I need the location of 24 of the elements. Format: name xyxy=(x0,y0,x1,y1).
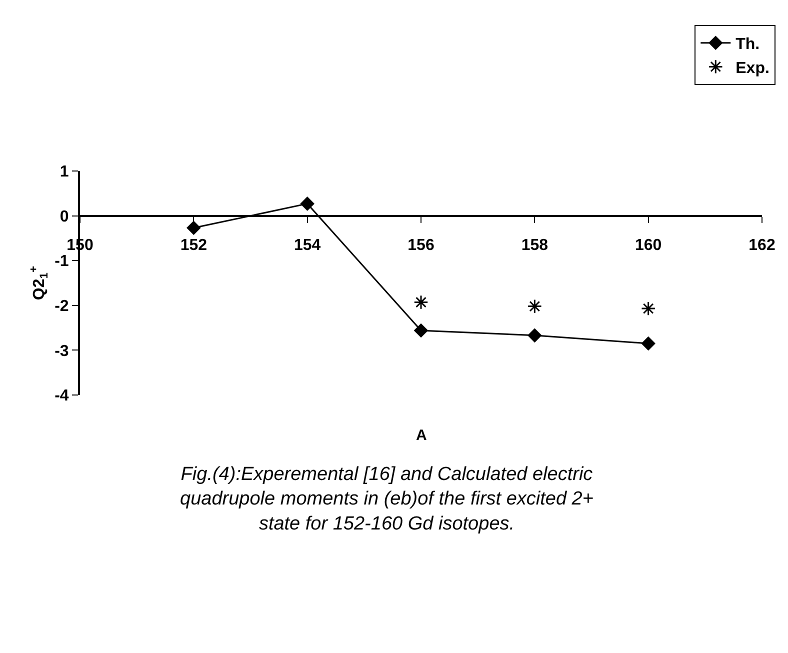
point xyxy=(186,220,201,236)
y-tick-label: 1 xyxy=(60,164,69,181)
point xyxy=(527,298,542,314)
point xyxy=(641,336,656,351)
y-tick-label: -3 xyxy=(54,342,69,360)
y-tick-label: -4 xyxy=(54,388,69,405)
y-tick-label: 0 xyxy=(60,208,69,226)
point xyxy=(300,196,314,211)
legend-label: Exp. xyxy=(736,60,770,77)
y-tick-label: -2 xyxy=(54,298,69,315)
x-axis-title: A xyxy=(416,427,427,444)
legend-label: Th. xyxy=(736,36,760,54)
x-tick-label: 160 xyxy=(634,237,662,254)
point xyxy=(414,323,428,338)
x-tick-label: 152 xyxy=(180,237,208,254)
x-tick-label: 154 xyxy=(294,237,321,254)
point xyxy=(640,301,656,316)
x-tick-label: 156 xyxy=(408,237,434,254)
y-tick-label: -1 xyxy=(54,253,69,270)
x-tick-label: 162 xyxy=(748,237,776,254)
text: Fig.(4):Experemental [16] and Calculated electric quadrupole moments in (eb)of the first excited 2+ state for 152-160 Gd isotopes. xyxy=(180,464,594,534)
x-tick-label: 158 xyxy=(521,237,548,254)
point xyxy=(414,294,428,310)
point xyxy=(528,328,542,343)
